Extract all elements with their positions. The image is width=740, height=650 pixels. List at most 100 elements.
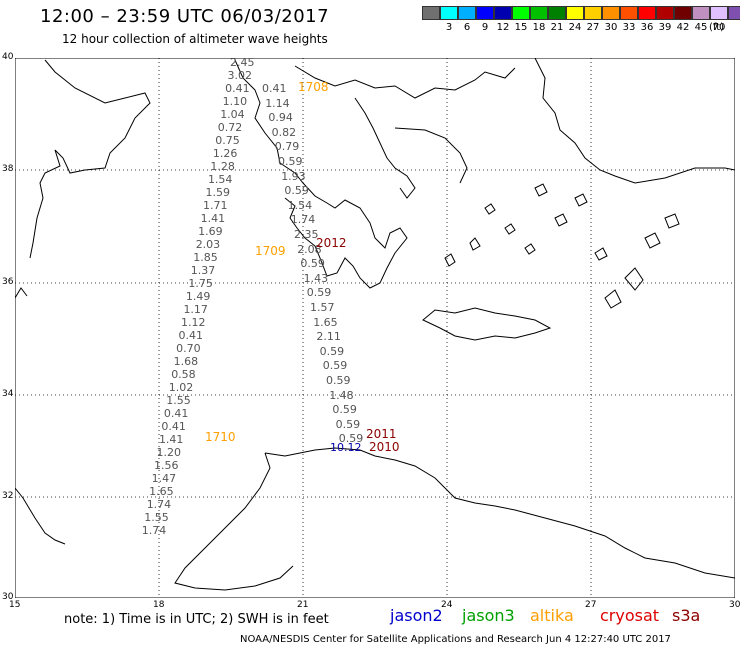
legend-label: 9 [481,22,489,33]
legend-label: 21 [550,22,564,33]
track-value: 1.74 [141,524,167,537]
legend-swatch [422,6,440,20]
track-value: 1.65 [149,485,174,498]
legend-spacer [422,22,440,33]
track-value: 0.59 [284,184,309,198]
legend-swatch [710,6,728,20]
legend-swatch [440,6,458,20]
track-value: 2.35 [294,228,319,241]
time-label: 2011 [366,427,397,441]
lon-label: 21 [297,600,309,610]
track-value: 1.28 [210,160,235,173]
track-value: 0.59 [326,374,351,387]
legend-unit: (ft) [709,22,725,33]
greece-east-coast [354,97,416,199]
legend-label: 30 [604,22,618,33]
track-value: 1.47 [151,472,177,485]
italy-coast [29,59,151,259]
track-value: 1.26 [212,147,238,160]
rhodes-coast [624,267,644,291]
track-value: 1.54 [207,173,233,186]
track-value: 1.75 [188,277,213,290]
track-value: 0.41 [161,420,186,433]
legend-label: 3 [445,22,453,33]
legend-label: 39 [658,22,672,33]
track-value: 1.17 [183,303,208,316]
legend-label: 18 [532,22,546,33]
track-value: 0.82 [271,125,297,139]
color-legend [422,6,740,20]
track-value: 1.55 [144,511,169,524]
lon-label: 18 [153,600,165,610]
north-aegean-coast [294,65,516,99]
lat-label: 34 [2,389,14,399]
track-value: 1.48 [329,388,354,402]
legend-label: 45 [694,22,708,33]
track-value: 1.10 [222,95,248,108]
track-value: 1.59 [205,186,231,199]
track-value: 0.79 [274,140,300,154]
wave-height-map [15,58,735,598]
legend-label: 36 [640,22,654,33]
legend-swatch [692,6,710,20]
track-value: 2.11 [316,330,341,344]
greece-west-coast [234,59,408,289]
track-value: 1.49 [185,290,211,303]
track-value: 2.03 [195,238,221,251]
lat-label: 30 [2,592,14,602]
satellite-name: jason3 [462,606,515,625]
legend-label: 70 [712,22,726,33]
track-value: 10.12 [330,441,362,454]
map-title: 12:00 – 23:59 UTC 06/03/2017 [40,6,330,27]
legend-swatch [602,6,620,20]
libya-egypt-coast [264,447,735,579]
time-label: 1708 [298,80,329,94]
track-value: 0.41 [262,82,287,95]
track-value: 3.02 [227,69,253,82]
track-value: 0.70 [176,342,201,355]
map-subtitle: 12 hour collection of altimeter wave hei… [62,32,328,46]
track-value: 1.14 [265,96,290,110]
lon-label: 24 [441,600,453,610]
track-value: 0.59 [319,344,345,358]
track-value: 0.59 [300,257,325,271]
satellite-name: jason2 [390,606,443,625]
track-value: 1.20 [156,446,182,459]
track-value: 0.41 [225,82,250,95]
legend-label: 33 [622,22,636,33]
track-value: 1.69 [198,225,223,238]
track-value: 0.59 [338,432,364,446]
lat-label: 36 [2,277,14,287]
track-value: 1.56 [154,459,179,472]
track-value: 1.71 [203,199,228,212]
satellite-name: altika [530,606,574,625]
legend-swatch [566,6,584,20]
legend-label: 12 [496,22,510,33]
track-value: 1.57 [310,301,335,314]
track-value: 1.02 [168,381,194,394]
track-value: 1.68 [173,355,199,368]
footer-note: note: 1) Time is in UTC; 2) SWH is in fe… [64,612,329,627]
track-value: 1.65 [313,315,338,329]
lat-label: 38 [2,164,14,174]
track-value: 0.59 [278,155,303,168]
time-label: 2012 [316,236,347,250]
track-value: 1.43 [303,271,329,285]
gulf-of-sidra-coast [174,452,294,591]
legend-swatch [728,6,740,20]
track-value: 1.04 [220,108,245,121]
legend-swatch [620,6,638,20]
legend-swatch [548,6,566,20]
legend-label: 6 [463,22,471,33]
legend-swatch [584,6,602,20]
track-value: 1.74 [290,213,316,227]
track-value: 0.75 [215,134,240,147]
legend-label: 15 [514,22,528,33]
legend-swatch [458,6,476,20]
legend-label: 24 [568,22,582,33]
legend-swatch [512,6,530,20]
credit-line: NOAA/NESDIS Center for Satellite Applica… [240,634,671,645]
legend-swatch [656,6,674,20]
track-value: 1.74 [146,498,172,511]
legend-label: 42 [676,22,690,33]
